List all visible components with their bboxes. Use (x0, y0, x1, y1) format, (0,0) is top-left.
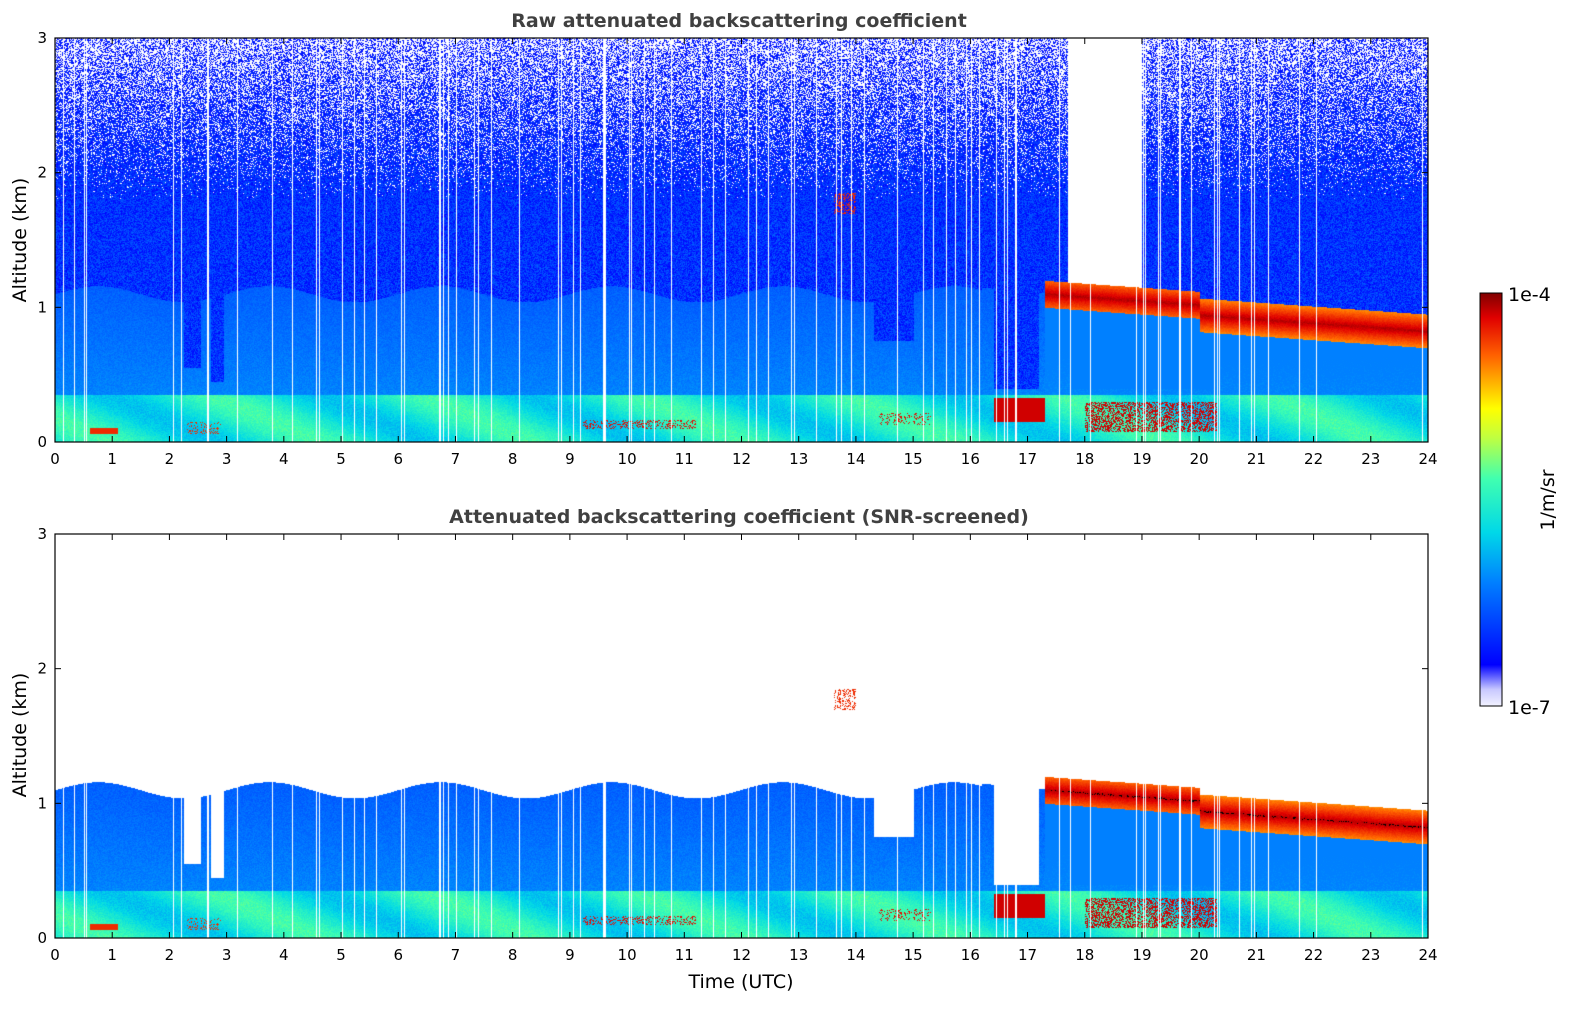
x-tick-label: 7 (451, 946, 461, 964)
x-tick-label: 3 (222, 946, 232, 964)
x-tick-label: 15 (904, 450, 923, 468)
x-tick-label: 5 (336, 946, 346, 964)
colorbar-min-label: 1e-7 (1508, 697, 1551, 719)
x-tick-label: 14 (846, 450, 865, 468)
x-tick-label: 10 (618, 946, 637, 964)
x-tick-label: 1 (107, 946, 117, 964)
colorbar: 1e-4 1e-7 1/m/sr (1479, 284, 1559, 719)
x-tick-label: 18 (1075, 946, 1094, 964)
y-tick-label: 0 (37, 433, 47, 451)
x-tick-label: 19 (1132, 450, 1151, 468)
x-tick-label: 13 (789, 946, 808, 964)
x-tick-label: 4 (279, 946, 289, 964)
x-tick-label: 2 (165, 450, 175, 468)
x-tick-label: 12 (732, 450, 751, 468)
panel-screened-ylabel: Altitude (km) (9, 673, 31, 798)
panel-screened: Attenuated backscattering coefficient (S… (9, 506, 1438, 993)
x-tick-label: 24 (1418, 450, 1437, 468)
panel-raw-title: Raw attenuated backscattering coefficien… (511, 10, 967, 32)
x-tick-label: 21 (1247, 946, 1266, 964)
x-tick-label: 12 (732, 946, 751, 964)
x-tick-label: 4 (279, 450, 289, 468)
x-tick-label: 23 (1361, 946, 1380, 964)
x-tick-label: 6 (393, 450, 403, 468)
x-tick-label: 11 (675, 946, 694, 964)
x-tick-label: 17 (1018, 946, 1037, 964)
y-tick-label: 0 (37, 929, 47, 947)
x-tick-label: 0 (50, 946, 60, 964)
x-tick-label: 18 (1075, 450, 1094, 468)
panel-raw-ylabel: Altitude (km) (9, 178, 31, 303)
x-tick-label: 15 (904, 946, 923, 964)
y-tick-label: 3 (37, 29, 47, 47)
x-tick-label: 16 (961, 946, 980, 964)
y-tick-label: 3 (37, 525, 47, 543)
y-tick-label: 2 (37, 164, 47, 182)
x-tick-label: 14 (846, 946, 865, 964)
x-tick-label: 1 (107, 450, 117, 468)
x-tick-label: 7 (451, 450, 461, 468)
y-tick-label: 1 (37, 794, 47, 812)
x-tick-label: 22 (1304, 450, 1323, 468)
x-tick-label: 8 (508, 946, 518, 964)
x-tick-label: 5 (336, 450, 346, 468)
x-tick-label: 19 (1132, 946, 1151, 964)
x-tick-label: 20 (1190, 946, 1209, 964)
colorbar-gradient (1479, 292, 1503, 707)
panel-screened-xlabel: Time (UTC) (687, 971, 793, 993)
x-tick-label: 13 (789, 450, 808, 468)
panel-raw-plot-area (55, 38, 1428, 442)
colorbar-max-label: 1e-4 (1508, 284, 1551, 306)
panel-screened-axes: 0 1 2 3 4 5 6 7 8 9 10 11 12 13 14 15 16 17 18 19 20 21 22 23 24… (37, 525, 1437, 964)
x-tick-label: 16 (961, 450, 980, 468)
x-tick-label: 23 (1361, 450, 1380, 468)
panel-raw: Raw attenuated backscattering coefficien… (9, 10, 1438, 468)
colorbar-unit-label: 1/m/sr (1537, 469, 1559, 530)
x-tick-label: 17 (1018, 450, 1037, 468)
x-tick-label: 20 (1190, 450, 1209, 468)
x-tick-label: 0 (50, 450, 60, 468)
y-tick-label: 2 (37, 660, 47, 678)
y-tick-label: 1 (37, 298, 47, 316)
x-tick-label: 24 (1418, 946, 1437, 964)
x-tick-label: 9 (565, 946, 575, 964)
x-tick-label: 10 (618, 450, 637, 468)
x-tick-label: 11 (675, 450, 694, 468)
x-tick-label: 8 (508, 450, 518, 468)
panel-screened-plot-area (55, 534, 1428, 938)
x-tick-label: 6 (393, 946, 403, 964)
x-tick-label: 21 (1247, 450, 1266, 468)
panel-raw-axes: 0 1 2 3 4 5 6 7 8 9 10 11 12 13 14 15 16 17 18 19 20 21 22 23 24… (37, 29, 1437, 468)
panel-screened-title: Attenuated backscattering coefficient (S… (449, 506, 1029, 528)
x-tick-label: 22 (1304, 946, 1323, 964)
x-tick-label: 2 (165, 946, 175, 964)
x-tick-label: 9 (565, 450, 575, 468)
x-tick-label: 3 (222, 450, 232, 468)
